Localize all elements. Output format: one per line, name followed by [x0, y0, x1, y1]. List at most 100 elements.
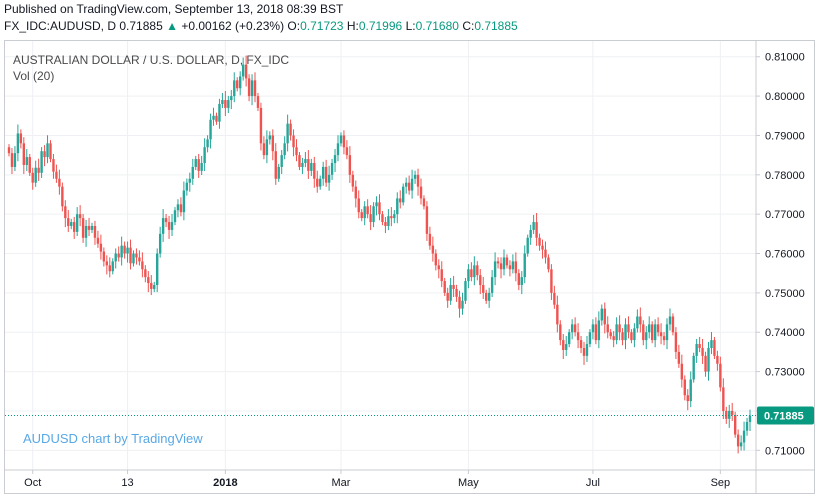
candle	[514, 252, 518, 282]
candle-body	[129, 247, 132, 264]
candle	[310, 158, 313, 176]
candle-body	[372, 206, 375, 223]
candle-body	[553, 292, 556, 305]
candle-body	[668, 316, 672, 325]
candle-body	[295, 147, 298, 156]
candle	[485, 289, 488, 304]
candle	[642, 320, 645, 346]
candle	[416, 168, 420, 196]
candle-body	[378, 202, 381, 215]
candle-body	[153, 285, 156, 289]
candle-body	[508, 265, 512, 270]
candle	[493, 252, 497, 286]
candle-body	[541, 245, 544, 250]
candle	[615, 317, 618, 345]
candle-body	[713, 340, 716, 356]
candle	[538, 233, 541, 251]
candle-body	[559, 324, 562, 341]
candle	[49, 140, 52, 163]
candle-body	[650, 324, 654, 341]
candle	[461, 292, 464, 315]
candle	[25, 149, 28, 172]
candle	[378, 194, 381, 221]
y-tick-label: 0.81000	[765, 52, 805, 64]
candle-body	[674, 332, 678, 352]
candle	[13, 146, 17, 172]
candle-body	[64, 206, 67, 219]
x-tick-label: Sep	[711, 477, 731, 489]
candle-body	[218, 103, 221, 122]
candle	[40, 147, 43, 178]
candle-body	[90, 225, 94, 230]
candle	[553, 285, 556, 309]
candle	[410, 169, 414, 199]
candle-body	[573, 324, 577, 333]
candle-body	[659, 332, 663, 337]
candle	[656, 317, 660, 337]
candle-body	[28, 157, 31, 173]
candle-body	[514, 261, 518, 274]
candle-body	[179, 204, 183, 213]
candle-body	[609, 332, 612, 337]
candle	[274, 143, 277, 185]
y-tick-label: 0.73000	[765, 367, 805, 379]
candle-body	[238, 76, 242, 89]
candle-body	[84, 225, 88, 238]
candle	[458, 290, 461, 318]
candle	[253, 72, 257, 103]
candle	[7, 144, 11, 157]
candle	[606, 316, 609, 339]
candle	[618, 315, 621, 341]
candle	[419, 178, 423, 205]
candle-body	[46, 143, 49, 158]
candle-body	[612, 336, 615, 341]
candle	[668, 308, 672, 331]
candle-body	[473, 265, 476, 278]
candle-body	[114, 253, 117, 262]
candle-body	[701, 347, 704, 356]
candle-body	[452, 285, 455, 289]
candle	[170, 213, 174, 237]
candle	[153, 281, 156, 293]
candle-body	[482, 285, 485, 293]
chart-title: AUSTRALIAN DOLLAR / U.S. DOLLAR, D, FX_I…	[13, 53, 290, 67]
candle-body	[78, 214, 82, 219]
candle-body	[464, 281, 467, 301]
candle-body	[102, 251, 106, 262]
candle	[138, 250, 141, 266]
candle-body	[366, 206, 369, 215]
candle-body	[716, 355, 719, 364]
candle-body	[407, 182, 411, 191]
candle	[357, 190, 360, 219]
candle-body	[748, 415, 752, 422]
candle-body	[656, 324, 660, 333]
candle-body	[277, 166, 280, 179]
watermark[interactable]: AUDUSD chart by TradingView	[23, 431, 203, 446]
candle-body	[695, 344, 698, 356]
candle-body	[73, 222, 76, 232]
candle	[259, 102, 263, 151]
candle	[123, 241, 126, 259]
y-tick-label: 0.75000	[765, 288, 805, 300]
candle-body	[645, 332, 648, 341]
candle	[90, 222, 94, 234]
candle	[61, 182, 64, 212]
open-label: O:	[287, 19, 301, 33]
candle	[241, 57, 245, 81]
grid-lines	[5, 41, 756, 470]
candle	[200, 155, 203, 176]
candle	[292, 129, 295, 157]
candle-body	[176, 204, 180, 211]
candle-body	[16, 133, 20, 154]
candle-body	[496, 261, 500, 264]
low-value: 0.71680	[415, 19, 459, 33]
candle	[428, 226, 432, 250]
candle	[630, 329, 633, 344]
candle	[327, 165, 331, 191]
candle	[375, 196, 378, 216]
candle	[662, 332, 666, 346]
candle-body	[594, 324, 598, 341]
candle-body	[520, 277, 523, 286]
candle-body	[75, 214, 79, 232]
